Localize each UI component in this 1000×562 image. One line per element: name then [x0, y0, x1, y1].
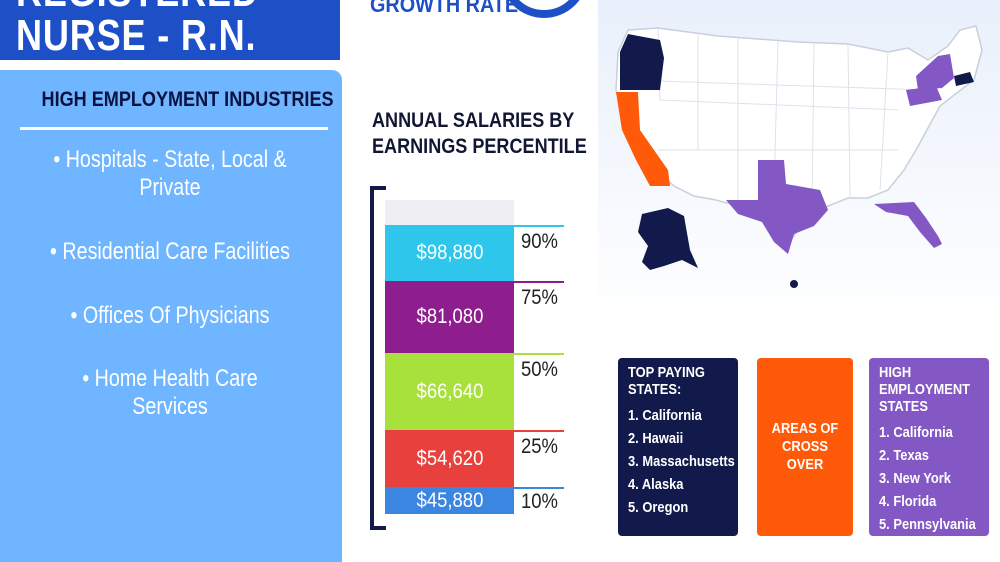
percentile-line-25	[514, 430, 564, 432]
industry-item: • Hospitals - State, Local & Private	[53, 146, 287, 201]
salary-value-10: $45,880	[416, 488, 483, 512]
salaries-title-line-1: ANNUAL SALARIES BY	[372, 109, 575, 132]
top-paying-item: 4. Alaska	[628, 476, 684, 493]
cross-over-box: AREAS OF CROSS OVER	[757, 358, 853, 536]
title-banner: REGISTERED NURSE - R.N.	[0, 0, 340, 60]
salary-segment-90: $98,880	[385, 225, 514, 281]
percentile-label-25: 25%	[521, 435, 558, 458]
industries-panel: HIGH EMPLOYMENT INDUSTRIES • Hospitals -…	[0, 70, 342, 562]
texas-shape	[726, 160, 828, 254]
industry-item: • Offices Of Physicians	[70, 302, 270, 329]
high-employment-item: 5. Pennsylvania	[879, 516, 976, 533]
florida-shape	[874, 202, 942, 248]
percentile-label-90: 90%	[521, 230, 558, 253]
percentile-line-75	[514, 281, 564, 283]
title-line-1: REGISTERED	[16, 0, 269, 14]
high-employment-item: 2. Texas	[879, 447, 929, 464]
industries-divider	[20, 127, 328, 130]
salary-segment-75: $81,080	[385, 281, 514, 353]
massachusetts-shape	[954, 72, 974, 86]
title-line-2: NURSE - R.N.	[16, 11, 257, 60]
percentile-label-50: 50%	[521, 358, 558, 381]
new-york-shape	[916, 54, 954, 90]
percentile-line-50	[514, 353, 564, 355]
california-shape	[616, 92, 670, 186]
percentile-line-10	[514, 487, 564, 489]
percentile-line-90	[514, 225, 564, 227]
salary-value-50: $66,640	[416, 379, 483, 403]
percentile-label-75: 75%	[521, 286, 558, 309]
high-employment-heading: HIGH EMPLOYMENT STATES	[879, 364, 971, 415]
high-employment-item: 1. California	[879, 424, 953, 441]
top-paying-item: 1. California	[628, 407, 702, 424]
growth-rate-label: GROWTH RATE	[370, 0, 519, 17]
hawaii-shape	[790, 280, 798, 288]
oregon-shape	[620, 34, 664, 90]
top-paying-item: 5. Oregon	[628, 499, 689, 516]
salary-value-75: $81,080	[416, 305, 483, 328]
salary-bracket	[370, 186, 386, 530]
us-mainland-shape	[615, 25, 983, 246]
top-paying-item: 3. Massachusetts	[628, 453, 735, 470]
top-paying-heading: TOP PAYING STATES:	[628, 364, 705, 398]
salaries-title: ANNUAL SALARIES BY EARNINGS PERCENTILE	[372, 108, 587, 160]
alaska-shape	[638, 208, 698, 270]
salary-segment-25: $54,620	[385, 430, 514, 487]
salary-bar-cap	[385, 200, 514, 225]
salary-segment-10: $45,880	[385, 487, 514, 514]
top-paying-item: 2. Hawaii	[628, 430, 684, 447]
pennsylvania-shape	[906, 86, 942, 106]
industries-heading: HIGH EMPLOYMENT INDUSTRIES	[41, 88, 334, 111]
high-employment-states-box: HIGH EMPLOYMENT STATES 1. California 2. …	[869, 358, 989, 536]
industry-item: • Residential Care Facilities	[50, 238, 290, 265]
salaries-title-line-2: EARNINGS PERCENTILE	[372, 135, 587, 158]
high-employment-item: 3. New York	[879, 470, 951, 487]
top-paying-states-box: TOP PAYING STATES: 1. California 2. Hawa…	[618, 358, 738, 536]
salary-value-25: $54,620	[416, 446, 483, 470]
salary-value-90: $98,880	[416, 241, 483, 264]
high-employment-item: 4. Florida	[879, 493, 937, 510]
us-map	[615, 25, 983, 288]
salary-segment-50: $66,640	[385, 353, 514, 430]
percentile-label-10: 10%	[521, 490, 558, 513]
cross-over-label: AREAS OF CROSS OVER	[771, 420, 839, 473]
industry-item: • Home Health Care Services	[82, 365, 258, 420]
